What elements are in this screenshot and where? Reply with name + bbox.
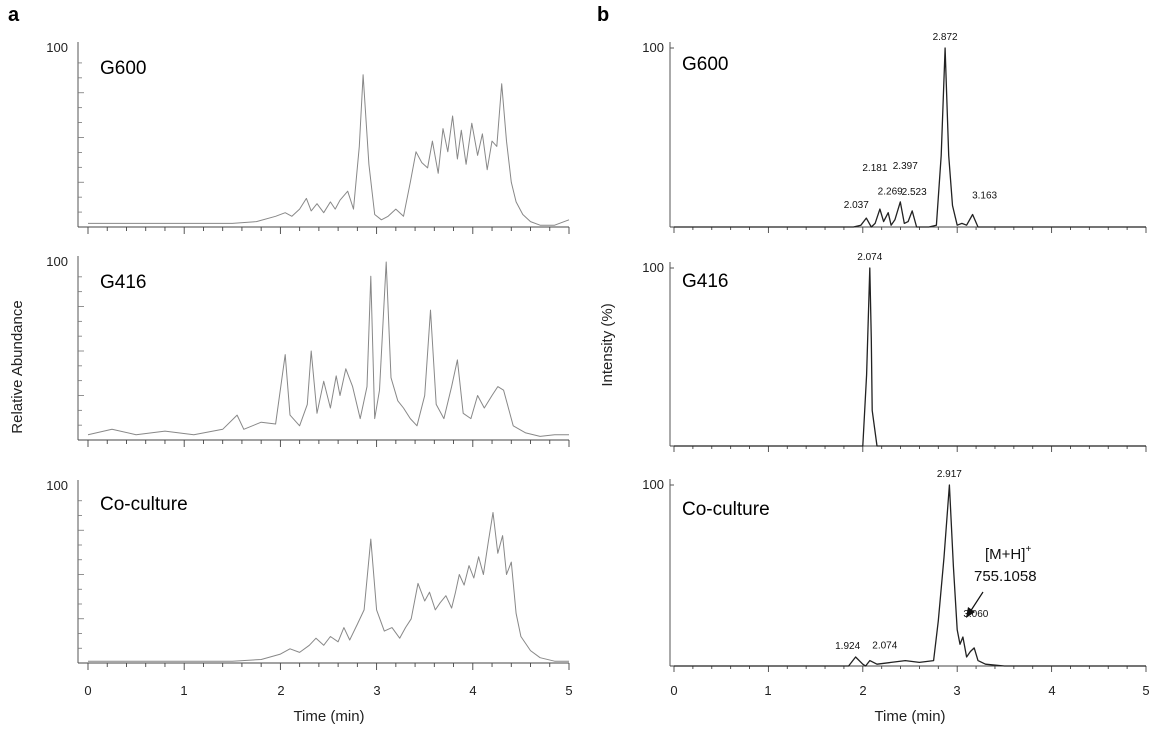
panel-b-x-tick-3: 3 bbox=[953, 683, 960, 698]
panel-a-x-tick-5: 5 bbox=[565, 683, 572, 698]
panel-a-co-culture-series-line bbox=[88, 512, 569, 662]
panel-a-x-tick-3: 3 bbox=[373, 683, 380, 698]
annotation-arrow-head bbox=[966, 607, 975, 618]
panel-b-g600-series-line bbox=[674, 47, 1146, 228]
panel-a-g416-subplot: 100 G416 bbox=[46, 254, 570, 447]
panel-b-g600-peak-label-2-181: 2.181 bbox=[862, 163, 887, 174]
panel-a-ylabel: Relative Abundance bbox=[9, 300, 26, 433]
panel-b-g416-sample-label: G416 bbox=[682, 271, 728, 292]
panel-b-x-tick-labels: 0 1 2 3 4 5 bbox=[670, 683, 1149, 698]
panel-b-x-tick-2: 2 bbox=[859, 683, 866, 698]
panel-b-coculture-subplot: 100 Co-culture 1.924 2.074 2.917 3.060 [M+H]+ 7… bbox=[642, 469, 1147, 672]
panel-a-g600-subplot: 100 G600 bbox=[46, 40, 570, 234]
panel-b-ylabel: Intensity (%) bbox=[599, 303, 616, 386]
annotation-mh-label: [M+H]+ bbox=[985, 544, 1031, 563]
panel-b-letter: b bbox=[597, 4, 609, 26]
panel-a-g600-series-line bbox=[88, 74, 570, 226]
panel-a-g416-y-max-label: 100 bbox=[46, 254, 68, 269]
panel-a-g416-series-line bbox=[87, 261, 569, 437]
panel-b-x-tick-0: 0 bbox=[670, 683, 677, 698]
panel-a-x-tick-4: 4 bbox=[469, 683, 476, 698]
panel-b-g600-peak-label-2-269: 2.269 bbox=[878, 187, 903, 198]
panel-b-x-tick-4: 4 bbox=[1048, 683, 1055, 698]
panel-b-g600-peak-label-3-163: 3.163 bbox=[972, 190, 997, 201]
panel-b-co-culture-peak-label-1-924: 1.924 bbox=[835, 641, 860, 652]
panel-b-co-culture-series-line bbox=[674, 484, 1146, 667]
panel-a-x-tick-1: 1 bbox=[180, 683, 187, 698]
panel-b-g416-peak-label-2-074: 2.074 bbox=[857, 252, 882, 263]
panel-b-g600-peak-label-2-397: 2.397 bbox=[893, 161, 918, 172]
panel-a-g416-sample-label: G416 bbox=[100, 272, 146, 293]
panel-a-coculture-subplot: 100 Co-culture bbox=[46, 478, 570, 670]
panel-b-g416-series-line bbox=[674, 267, 1146, 447]
panel-b-co-culture-peak-label-3-060: 3.060 bbox=[963, 609, 988, 620]
annotation-mass-value: 755.1058 bbox=[974, 568, 1037, 585]
panel-b-g600-peak-label-2-523: 2.523 bbox=[902, 187, 927, 198]
panel-b-g600-subplot: 100 G600 2.037 2.181 2.269 2.397 2.523 2.872 3.1… bbox=[642, 32, 1147, 233]
panel-b-co-culture-sample-label: Co-culture bbox=[682, 499, 770, 520]
annotation-arrow-shaft bbox=[969, 591, 984, 613]
panel-a-co-culture-sample-label: Co-culture bbox=[100, 494, 188, 515]
panel-b-g600-peak-label-2-037: 2.037 bbox=[844, 200, 869, 211]
panel-a-x-tick-2: 2 bbox=[277, 683, 284, 698]
panel-b-xlabel: Time (min) bbox=[874, 708, 945, 725]
panel-b-g600-peak-label-2-872: 2.872 bbox=[933, 32, 958, 43]
panel-b-co-culture-peak-label-2-917: 2.917 bbox=[937, 469, 962, 480]
panel-b-co-culture-peak-label-2-074: 2.074 bbox=[872, 641, 897, 652]
panel-a-co-culture-y-max-label: 100 bbox=[46, 478, 68, 493]
panel-b-co-culture-y-max-label: 100 bbox=[642, 477, 664, 492]
panel-a-g600-sample-label: G600 bbox=[100, 58, 146, 79]
panel-b-g600-sample-label: G600 bbox=[682, 54, 728, 75]
panel-b-g416-y-max-label: 100 bbox=[642, 260, 664, 275]
panel-a-x-tick-0: 0 bbox=[84, 683, 91, 698]
panel-b-x-tick-1: 1 bbox=[764, 683, 771, 698]
panel-b-x-tick-5: 5 bbox=[1142, 683, 1149, 698]
annotation-mh-superscript: + bbox=[1025, 544, 1031, 555]
panel-b-g600-y-max-label: 100 bbox=[642, 40, 664, 55]
panel-a-xlabel: Time (min) bbox=[293, 708, 364, 725]
panel-a-g600-y-max-label: 100 bbox=[46, 40, 68, 55]
panel-a-x-tick-labels: 0 1 2 3 4 5 bbox=[84, 683, 572, 698]
panel-b-g416-subplot: 100 G416 2.074 bbox=[642, 252, 1147, 452]
panel-a-letter: a bbox=[8, 4, 20, 26]
